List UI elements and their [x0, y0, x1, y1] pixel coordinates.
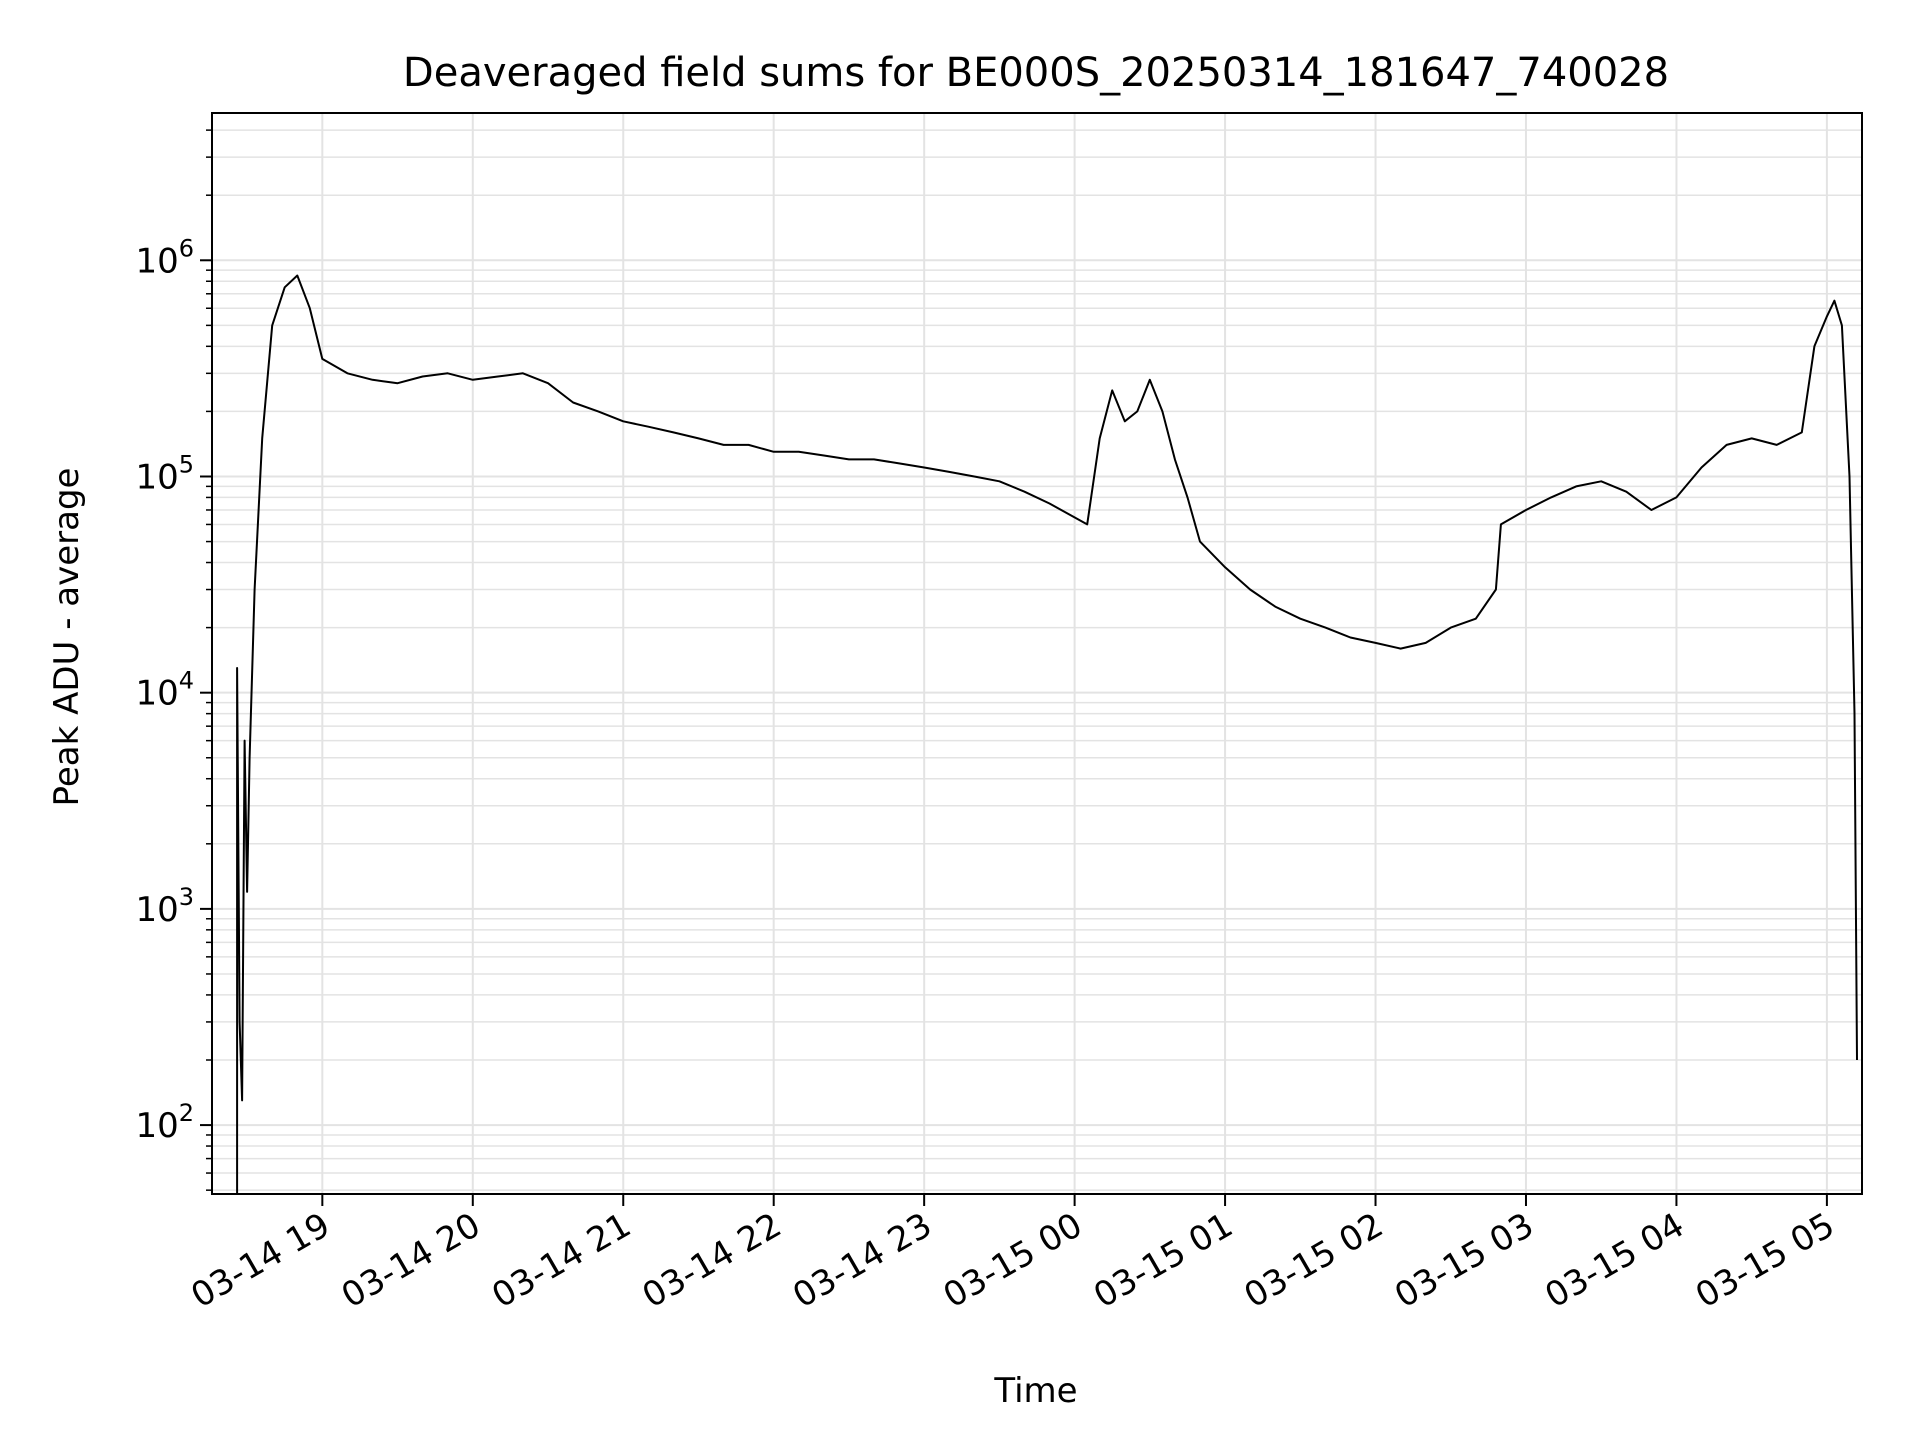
series-line — [236, 274, 1858, 1194]
y-tick-exponent: 6 — [179, 234, 194, 262]
y-tick-label: 102 — [135, 1099, 194, 1146]
chart-title: Deaveraged field sums for BE000S_2025031… — [403, 50, 1669, 96]
y-tick-base: 10 — [135, 674, 178, 714]
y-tick-base: 10 — [135, 457, 178, 497]
y-tick-label: 106 — [135, 234, 194, 281]
y-tick-base: 10 — [135, 241, 178, 281]
y-tick-exponent: 3 — [179, 883, 194, 911]
y-tick-label: 105 — [135, 450, 194, 497]
y-tick-base: 10 — [135, 890, 178, 930]
y-tick-base: 10 — [135, 1106, 178, 1146]
plot-frame — [211, 112, 1863, 1195]
grid — [212, 113, 1862, 1194]
y-tick-label: 104 — [135, 667, 194, 714]
series-layer — [236, 274, 1858, 1194]
y-tick-exponent: 2 — [179, 1099, 194, 1127]
x-axis-label: Time — [993, 1371, 1077, 1411]
y-tick-label: 103 — [135, 883, 194, 930]
y-tick-exponent: 5 — [179, 450, 194, 478]
y-tick-exponent: 4 — [179, 667, 194, 695]
y-axis-label: Peak ADU - average — [47, 468, 87, 807]
